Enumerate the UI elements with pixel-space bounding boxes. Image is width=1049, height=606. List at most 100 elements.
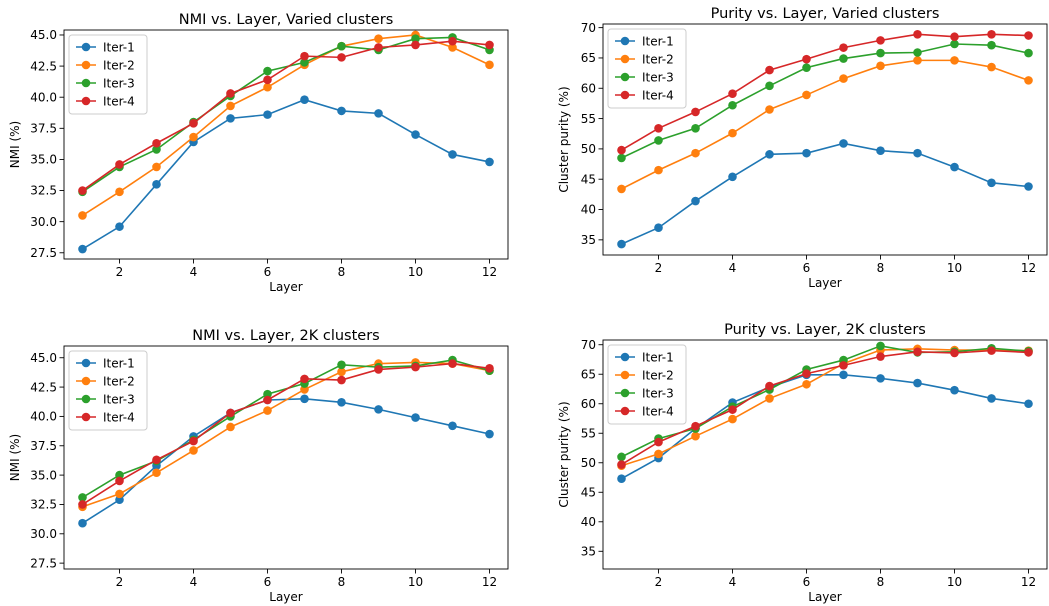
data-point	[765, 394, 774, 403]
legend-swatch-marker	[620, 36, 630, 46]
legend-box	[607, 344, 687, 425]
data-point	[263, 66, 272, 76]
data-point	[987, 62, 996, 72]
chart-nmi-2k: NMI vs. Layer, 2K clusters 2 4 6 8 10 12 27.5 30…	[8, 328, 509, 604]
data-point	[115, 222, 124, 231]
chart-nmi-varied: NMI vs. Layer, Varied clusters 2 4 6 8 10 12 27…	[8, 12, 509, 294]
data-point	[300, 51, 309, 61]
data-point	[728, 414, 737, 424]
chart-title: NMI vs. Layer, 2K clusters	[192, 328, 379, 344]
y-axis-label: NMI (%)	[8, 121, 22, 168]
x-tick-label: 12	[482, 575, 497, 589]
legend-label: Iter-4	[642, 404, 674, 418]
data-point	[839, 74, 848, 83]
data-point	[654, 437, 663, 447]
data-point	[802, 379, 811, 389]
data-point	[765, 105, 774, 114]
legend-label: Iter-3	[642, 70, 674, 84]
series-line	[82, 361, 490, 508]
y-tick-label: 40	[581, 203, 596, 217]
y-axis-label: Cluster purity (%)	[557, 401, 571, 507]
data-point	[691, 421, 700, 431]
y-tick-label: 42.5	[30, 380, 57, 394]
y-tick-label: 27.5	[30, 556, 57, 570]
legend-label: Iter-2	[103, 58, 135, 72]
x-tick-label: 12	[1021, 575, 1036, 589]
x-tick-label: 8	[877, 575, 885, 589]
data-point	[78, 211, 87, 220]
data-point	[913, 378, 922, 388]
y-tick-label: 35	[581, 544, 596, 558]
data-point	[78, 493, 87, 502]
data-point	[411, 413, 420, 422]
legend-box	[68, 350, 148, 431]
data-point	[189, 119, 198, 128]
data-point	[189, 446, 198, 455]
data-point	[263, 395, 272, 405]
y-tick-label: 40.0	[30, 410, 57, 424]
data-point	[876, 374, 885, 383]
x-tick-label: 2	[655, 261, 663, 275]
data-point	[839, 139, 848, 148]
data-point	[337, 106, 346, 116]
legend: Iter-1 Iter-2 Iter-3 Iter-4	[607, 344, 687, 425]
data-point	[1024, 182, 1033, 191]
data-point	[374, 109, 383, 118]
data-point	[839, 43, 848, 52]
x-tick-label: 6	[264, 575, 272, 589]
data-point	[485, 429, 494, 439]
data-point	[152, 162, 161, 172]
series-line	[621, 349, 1029, 466]
plot-frame	[602, 339, 1048, 570]
data-point	[263, 75, 272, 85]
data-point	[300, 374, 309, 384]
y-tick-label: 40	[581, 515, 596, 529]
data-point	[913, 30, 922, 39]
data-point	[189, 436, 198, 446]
series-iter-1	[78, 95, 494, 254]
data-point	[263, 82, 272, 92]
x-tick-label: 10	[947, 261, 962, 275]
x-tick-label: 4	[729, 575, 737, 589]
data-point	[728, 405, 737, 414]
legend-label: Iter-1	[103, 40, 135, 54]
data-point	[950, 385, 959, 395]
data-point	[987, 346, 996, 355]
data-point	[448, 421, 457, 431]
legend-swatch-marker	[620, 406, 630, 416]
legend-label: Iter-1	[642, 350, 674, 364]
x-tick-label: 6	[803, 575, 811, 589]
data-point	[337, 375, 346, 385]
x-tick-label: 12	[1021, 261, 1036, 275]
legend-swatch-marker	[620, 90, 630, 100]
x-tick-label: 2	[116, 575, 124, 589]
series-line	[82, 98, 490, 250]
data-point	[115, 489, 124, 499]
series-line	[621, 43, 1029, 159]
series-line	[621, 142, 1029, 245]
data-point	[654, 449, 663, 459]
series-line	[621, 348, 1029, 467]
y-tick-label: 32.5	[30, 184, 57, 198]
data-point	[115, 187, 124, 197]
legend-swatch-marker	[81, 96, 91, 106]
data-point	[950, 162, 959, 172]
legend-label: Iter-4	[103, 94, 135, 108]
data-point	[987, 178, 996, 188]
data-point	[485, 157, 494, 167]
x-axis-label: Layer	[808, 276, 842, 290]
legend-swatch-marker	[81, 394, 91, 404]
series-line	[621, 59, 1029, 190]
x-axis-label: Layer	[269, 280, 303, 294]
y-tick-label: 55	[581, 426, 596, 440]
series-line	[82, 34, 490, 217]
series-iter-1	[617, 139, 1033, 249]
y-tick-label: 55	[581, 112, 596, 126]
y-axis-label: Cluster purity (%)	[557, 86, 571, 192]
data-point	[78, 500, 87, 509]
data-point	[950, 32, 959, 42]
data-point	[337, 53, 346, 62]
data-point	[617, 145, 626, 155]
data-point	[876, 146, 885, 156]
